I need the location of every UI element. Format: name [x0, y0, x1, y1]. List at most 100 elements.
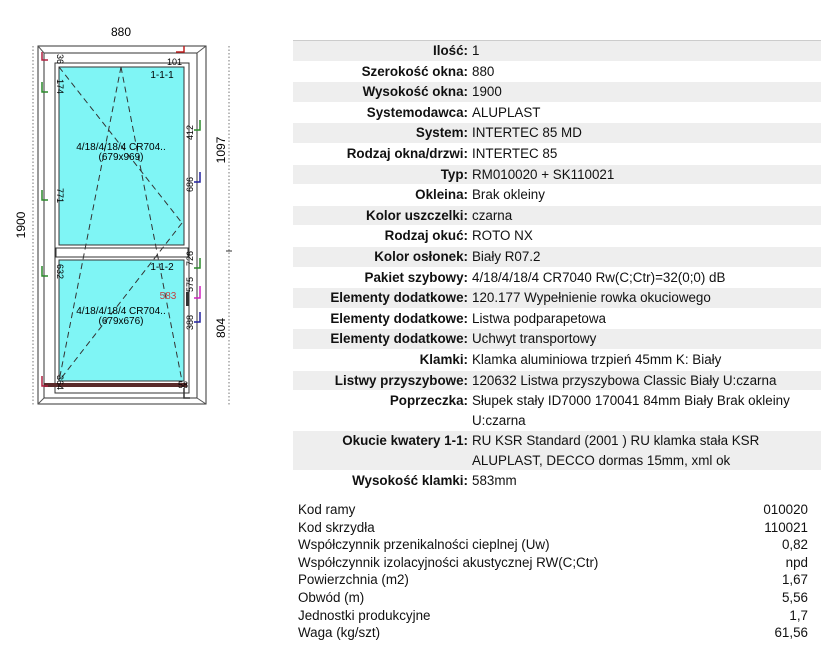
summary-label: Jednostki produkcyjne: [298, 607, 431, 623]
handle-icon: [186, 292, 189, 306]
window-drawing: 880 1900 1097 804 1-1-1 1-1-2 4/18/4/18/…: [14, 25, 232, 405]
spec-value: RU KSR Standard (2001 ) RU klamka stała …: [472, 433, 760, 468]
spec-row: Wysokość klamki: 583mm: [293, 471, 821, 493]
opening-lines: [58, 66, 183, 382]
glass-lower-label: 4/18/4/18/4 CR704..: [76, 306, 166, 317]
svg-text:58: 58: [178, 380, 188, 390]
summary-row: Powierzchnia (m2) 1,67: [298, 571, 808, 589]
spec-row: Rodzaj okuć: ROTO NX: [293, 226, 821, 247]
spec-row: Systemodawca: ALUPLAST: [293, 103, 821, 124]
spec-row: Rodzaj okna/drzwi: INTERTEC 85: [293, 144, 821, 165]
summary-label: Kod skrzydła: [298, 519, 375, 535]
spec-value: INTERTEC 85: [472, 145, 558, 161]
glass-lower-size: (679x676): [98, 316, 143, 327]
summary-label: Obwód (m): [298, 589, 365, 605]
summary-value: 1,7: [789, 607, 808, 623]
svg-text:771: 771: [55, 188, 65, 203]
spec-row: System: INTERTEC 85 MD: [293, 123, 821, 144]
spec-value: Brak okleiny: [472, 187, 545, 203]
spec-value: Biały R07.2: [472, 248, 541, 264]
svg-text:412: 412: [185, 125, 195, 140]
spec-value: 1: [472, 43, 480, 58]
spec-label: Listwy przyszybowe:: [334, 372, 468, 388]
spec-label: Wysokość klamki:: [352, 473, 468, 489]
spec-label: Rodzaj okuć:: [384, 228, 468, 244]
glass-lower: [58, 259, 185, 382]
spec-value: 583mm: [472, 473, 517, 489]
spec-label: Kolor uszczelki:: [366, 207, 468, 223]
upper-height-dimension: 1097: [214, 136, 228, 163]
spec-label: Elementy dodatkowe:: [330, 290, 468, 306]
spec-value: 4/18/4/18/4 CR7040 Rw(C;Ctr)=32(0;0) dB: [472, 269, 726, 285]
spec-value: 120632 Listwa przyszybowa Classic Biały …: [472, 372, 777, 388]
spec-label: Okleina:: [415, 187, 468, 203]
spec-value: 880: [472, 63, 495, 79]
summary-label: Kod ramy: [298, 502, 356, 517]
summary-row: Kod skrzydła 110021: [298, 519, 808, 537]
spec-label: System:: [415, 125, 468, 141]
summary-value: 0,82: [781, 537, 808, 553]
transom-bar: [55, 247, 189, 258]
spec-value: Listwa podparapetowa: [472, 310, 606, 326]
lower-height-dimension: 804: [214, 318, 228, 338]
svg-text:101: 101: [167, 57, 182, 67]
summary-row: Waga (kg/szt) 61,56: [298, 624, 808, 642]
svg-text:364: 364: [55, 375, 65, 390]
svg-text:632: 632: [55, 264, 65, 279]
spec-label: Ilość:: [433, 43, 468, 58]
spec-label: Rodzaj okna/drzwi:: [346, 145, 468, 161]
spec-value: Uchwyt transportowy: [472, 331, 597, 347]
width-dimension: 880: [111, 25, 131, 39]
summary-row: Jednostki produkcyjne 1,7: [298, 607, 808, 625]
spec-value: INTERTEC 85 MD: [472, 125, 582, 141]
summary-label: Współczynnik przenikalności cieplnej (Uw…: [298, 537, 550, 553]
spec-row: Kolor osłonek: Biały R07.2: [293, 246, 821, 268]
hardware-marks: 36 174 771 632 364 101 412 686 726 575 3…: [55, 54, 195, 390]
spec-label: Pakiet szybowy:: [364, 269, 468, 285]
svg-text:174: 174: [55, 79, 65, 94]
spec-label: Szerokość okna:: [361, 63, 468, 79]
svg-text:726: 726: [185, 251, 195, 266]
spec-label: Elementy dodatkowe:: [330, 310, 468, 326]
spec-row: Listwy przyszybowe: 120632 Listwa przyszy…: [293, 370, 821, 392]
sash-lower-id: 1-1-2: [150, 262, 174, 273]
spec-row: Okucie kwatery 1-1: RU KSR Standard (2001…: [293, 431, 821, 472]
spec-label: Elementy dodatkowe:: [330, 331, 468, 347]
summary-value: 1,67: [781, 572, 808, 588]
spec-value: 1900: [472, 84, 502, 100]
summary-label: Powierzchnia (m2): [298, 572, 409, 588]
spec-value: ALUPLAST: [472, 104, 541, 120]
svg-text:36: 36: [55, 54, 65, 64]
spec-row: Elementy dodatkowe: Listwa podparapetowa: [293, 309, 821, 330]
spec-value: Słupek stały ID7000 170041 84mm Biały Br…: [472, 393, 790, 428]
spec-row: Okleina: Brak okleiny: [293, 185, 821, 206]
summary-value: 010020: [763, 502, 808, 517]
spec-label: Wysokość okna:: [362, 84, 468, 100]
spec-row: Szerokość okna: 880: [293, 62, 821, 83]
spec-row: Pakiet szybowy: 4/18/4/18/4 CR7040 Rw(C;C…: [293, 268, 821, 289]
summary-value: 5,56: [781, 589, 808, 605]
hardware-icons: [41, 46, 201, 399]
spec-row: Ilość: 1: [293, 41, 821, 62]
spec-value: 120.177 Wypełnienie rowka okuciowego: [472, 290, 711, 306]
summary-row: Współczynnik przenikalności cieplnej (Uw…: [298, 536, 808, 554]
summary-value: npd: [785, 554, 808, 570]
summary-value: 110021: [764, 519, 808, 535]
glass-upper: [58, 66, 185, 246]
spec-row: Elementy dodatkowe: Uchwyt transportowy: [293, 329, 821, 350]
svg-text:575: 575: [185, 277, 195, 292]
spec-row: Klamki: Klamka aluminiowa trzpień 45mm K:…: [293, 350, 821, 371]
spec-value: Klamka aluminiowa trzpień 45mm K: Biały: [472, 351, 722, 367]
summary-row: Obwód (m) 5,56: [298, 589, 808, 607]
sash-upper-id: 1-1-1: [150, 70, 174, 81]
spec-value: RM010020 + SK110021: [472, 166, 615, 182]
glass-upper-label: 4/18/4/18/4 CR704..: [76, 142, 166, 153]
spec-row: Poprzeczka: Słupek stały ID7000 170041 84…: [293, 391, 821, 432]
spec-value: ROTO NX: [472, 228, 533, 244]
spec-row: Kolor uszczelki: czarna: [293, 205, 821, 227]
spec-label: Kolor osłonek:: [374, 248, 468, 264]
spec-label: Poprzeczka:: [389, 393, 468, 409]
svg-text:388: 388: [185, 315, 195, 330]
specification-table: Ilość: 1 Szerokość okna: 880 Wysokość okna: 1…: [293, 40, 821, 493]
height-dimension: 1900: [14, 211, 28, 238]
